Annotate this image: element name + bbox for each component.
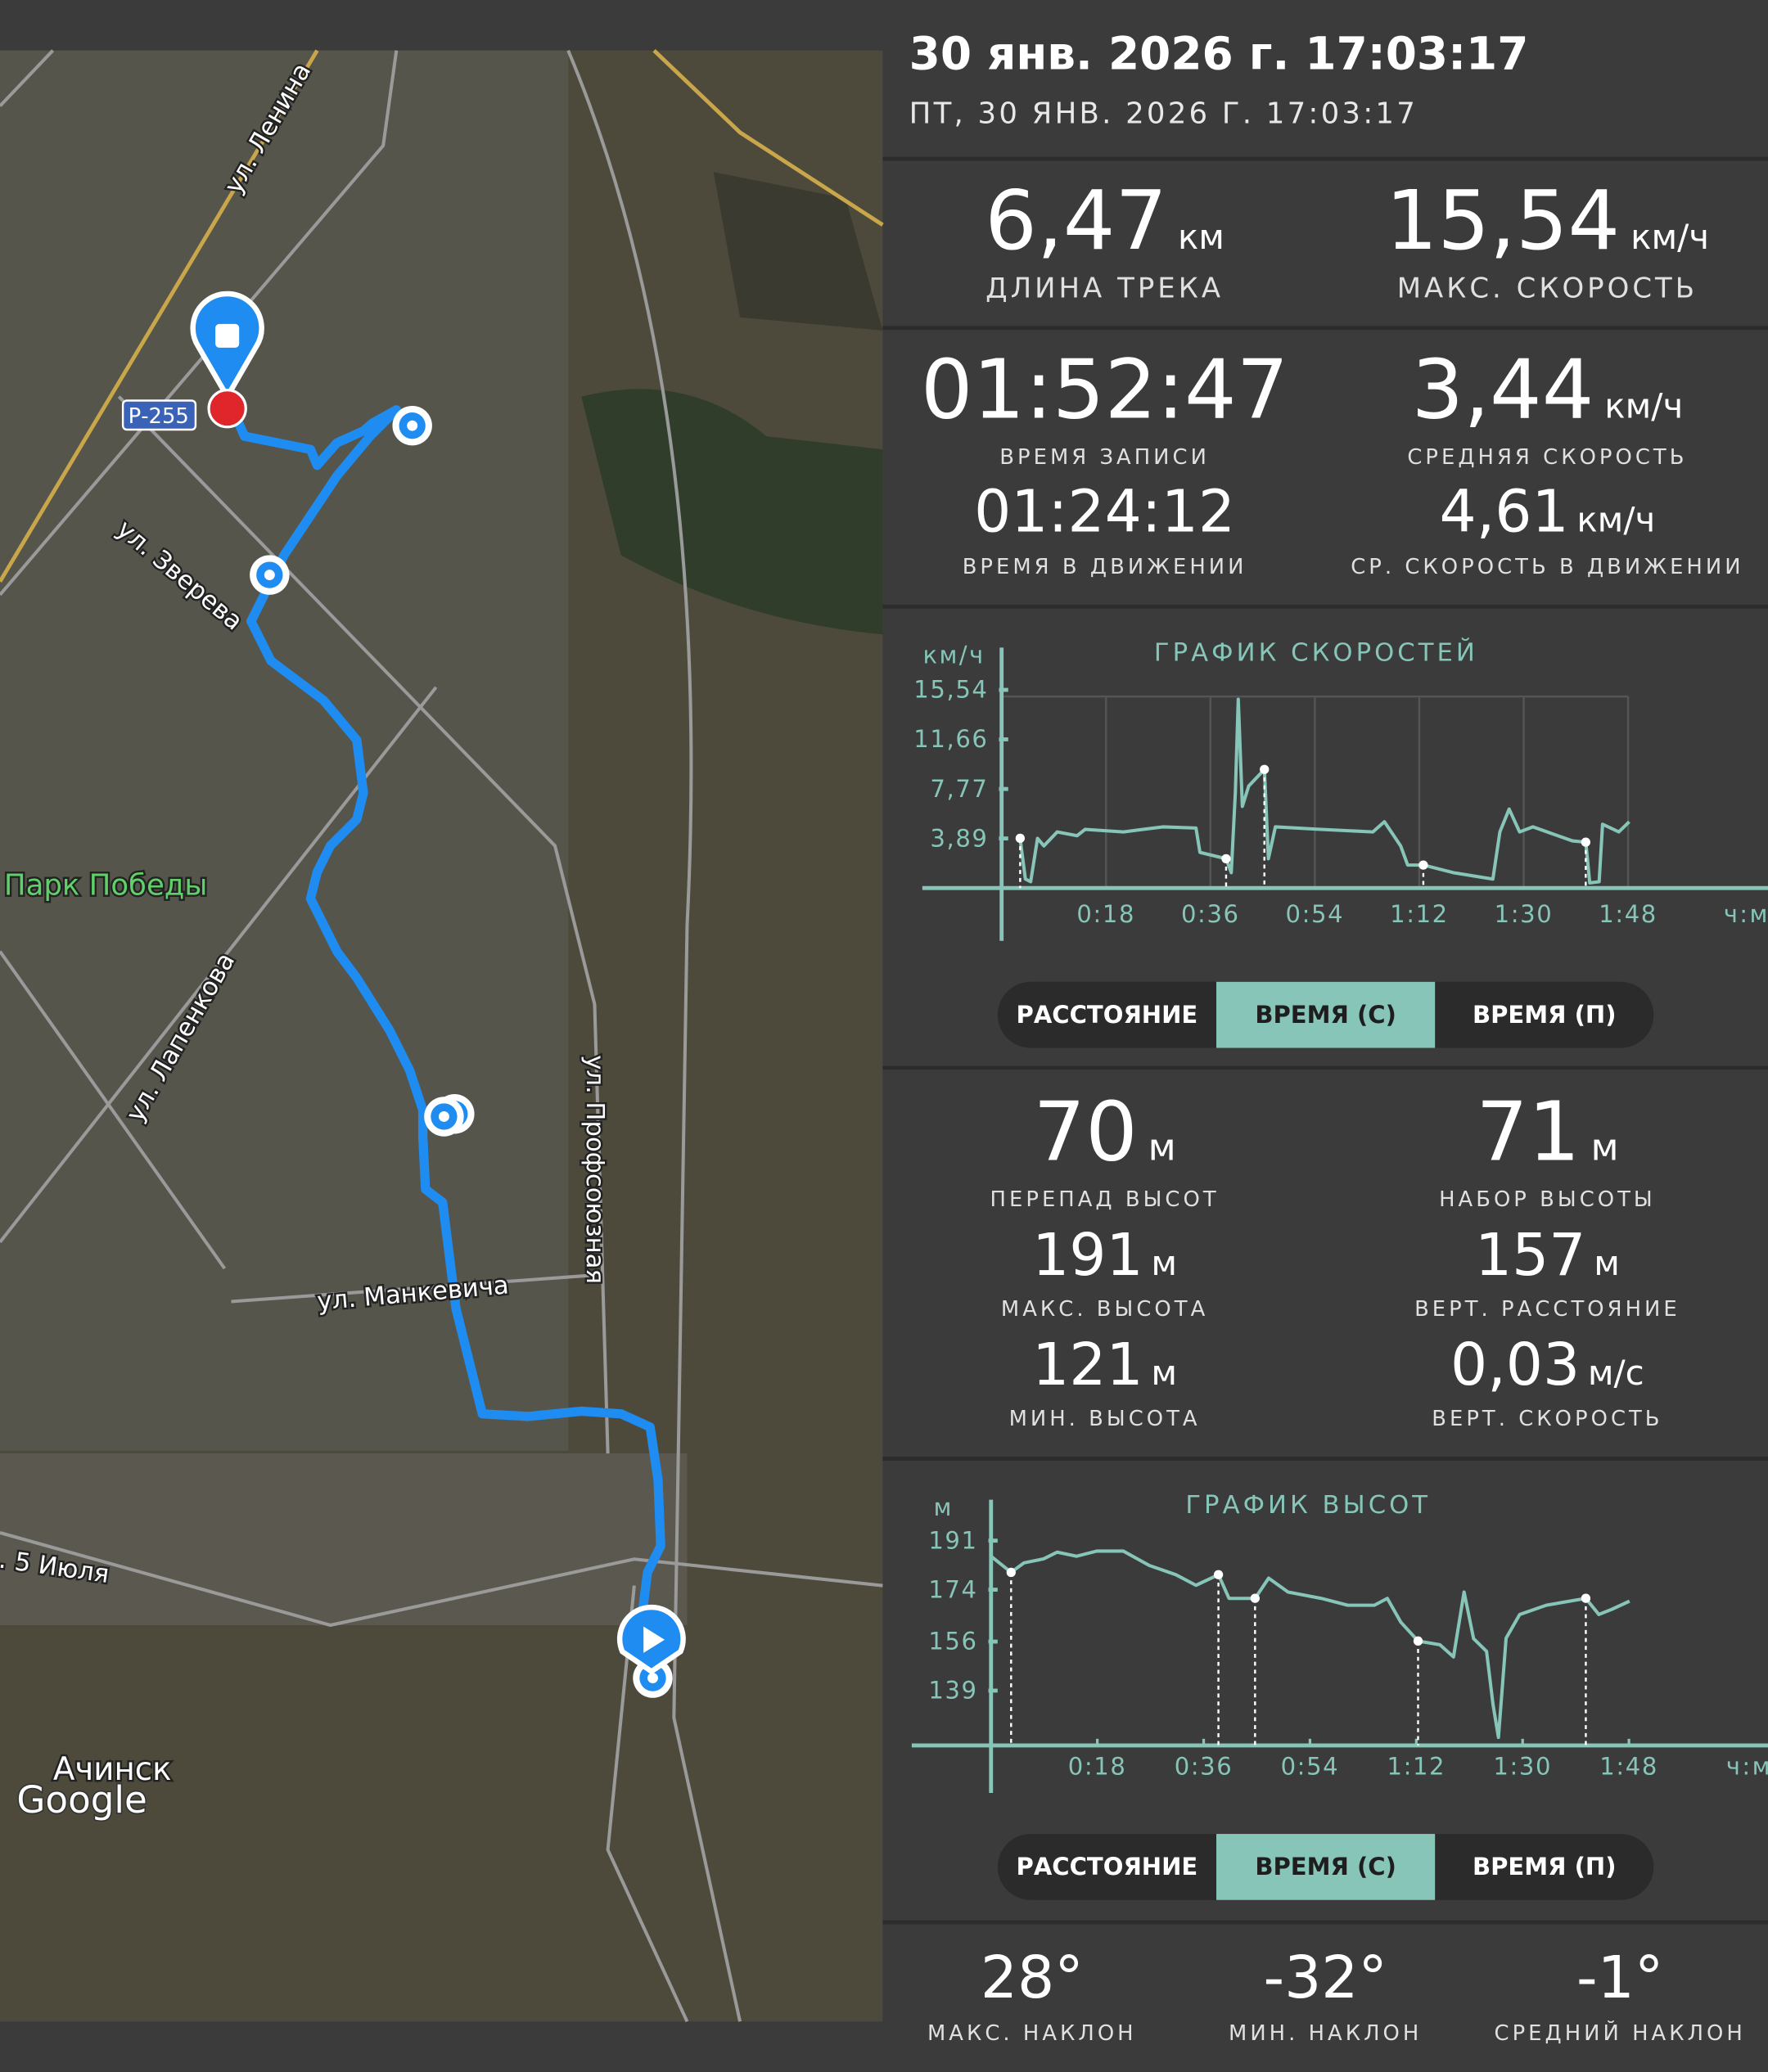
stat-value: 71 м xyxy=(1476,1084,1618,1180)
field xyxy=(713,172,883,331)
stat-label: СР. СКОРОСТЬ В ДВИЖЕНИИ xyxy=(1351,555,1743,579)
x-tick-label: 0:54 xyxy=(1281,1752,1340,1780)
x-tick-label: 0:18 xyxy=(1076,900,1135,928)
stat-label: ВЕРТ. СКОРОСТЬ xyxy=(1432,1407,1662,1431)
stat-label: ВРЕМЯ ЗАПИСИ xyxy=(999,445,1210,470)
x-tick-label: 1:48 xyxy=(1599,900,1658,928)
forest xyxy=(581,389,883,635)
x-axis-unit: ч:м xyxy=(1726,1752,1768,1780)
stat-label: ДЛИНА ТРЕКА xyxy=(985,273,1224,304)
marker xyxy=(1213,1570,1224,1579)
stat-value: 0,03 м/с xyxy=(1450,1331,1644,1399)
title: 30 янв. 2026 г. 17:03:17 xyxy=(909,27,1529,79)
street-label: ул. Профсоюзная xyxy=(580,1055,609,1284)
stat-value: 121 м xyxy=(1032,1331,1177,1399)
track xyxy=(223,392,665,1630)
stat-label: МАКС. СКОРОСТЬ xyxy=(1397,273,1698,304)
marker xyxy=(1260,764,1270,774)
stat-label: МИН. ВЫСОТА xyxy=(1009,1407,1201,1431)
tab[interactable]: ВРЕМЯ (С) xyxy=(1255,1853,1396,1881)
stat-label: МАКС. ВЫСОТА xyxy=(1001,1297,1208,1322)
marker xyxy=(1413,1636,1423,1646)
end-pin[interactable] xyxy=(190,291,264,429)
marker xyxy=(1006,1567,1016,1578)
y-tick-label: 191 xyxy=(928,1526,977,1554)
tab[interactable]: ВРЕМЯ (П) xyxy=(1473,1853,1617,1881)
x-tick-label: 0:54 xyxy=(1286,900,1345,928)
y-tick-label: 11,66 xyxy=(913,725,988,753)
marker xyxy=(1250,1593,1260,1603)
data-line xyxy=(1018,697,1630,885)
highway xyxy=(0,48,884,583)
stat-value: 01:52:47 xyxy=(921,341,1288,437)
marker xyxy=(1015,833,1026,844)
waypoints xyxy=(250,405,673,1698)
y-tick-label: 7,77 xyxy=(930,775,988,803)
road-sign: Р-255 xyxy=(121,399,197,431)
chart-title: ГРАФИК СКОРОСТЕЙ xyxy=(1154,638,1478,668)
stat-label: ВРЕМЯ В ДВИЖЕНИИ xyxy=(963,555,1247,579)
y-tick-label: 3,89 xyxy=(930,824,988,852)
y-axis-unit: м xyxy=(933,1493,953,1521)
stat-value: 28° xyxy=(981,1944,1084,2011)
marker xyxy=(1418,860,1428,870)
stat-label: ПЕРЕПАД ВЫСОТ xyxy=(990,1187,1220,1212)
x-tick-label: 0:36 xyxy=(1175,1752,1234,1780)
x-tick-label: 1:30 xyxy=(1495,900,1554,928)
industrial-area xyxy=(0,1453,688,1625)
x-tick-label: 1:48 xyxy=(1599,1752,1658,1780)
stat-value: -1° xyxy=(1576,1944,1663,2011)
chart-title: ГРАФИК ВЫСОТ xyxy=(1185,1491,1431,1520)
stat-value: 3,44 км/ч xyxy=(1412,341,1684,437)
tab[interactable]: ВРЕМЯ (П) xyxy=(1473,1001,1617,1029)
stat-value: 157 м xyxy=(1475,1221,1620,1289)
stat-label: СРЕДНИЙ НАКЛОН xyxy=(1495,2020,1746,2046)
city-label: Ачинск xyxy=(53,1751,172,1788)
stat-value: 4,61 км/ч xyxy=(1440,477,1656,545)
stat-value: 70 м xyxy=(1033,1084,1175,1180)
x-tick-label: 1:12 xyxy=(1390,900,1449,928)
stat-label: МАКС. НАКЛОН xyxy=(927,2021,1137,2046)
data-line xyxy=(990,1549,1630,1740)
x-tick-label: 1:12 xyxy=(1387,1752,1446,1780)
marker xyxy=(1221,854,1231,864)
start-pin[interactable] xyxy=(616,1604,686,1675)
x-axis-unit: ч:м xyxy=(1724,900,1768,928)
map[interactable]: Р-255 ул. Ленина ул. Зверева Парк Победы… xyxy=(0,48,884,2023)
park-label: Парк Победы xyxy=(4,868,207,902)
y-tick-label: 139 xyxy=(928,1677,977,1705)
stat-value: -32° xyxy=(1263,1944,1387,2011)
stat-label: НАБОР ВЫСОТЫ xyxy=(1439,1187,1656,1212)
tab[interactable]: РАССТОЯНИЕ xyxy=(1017,1853,1198,1881)
roads xyxy=(0,49,883,2023)
stat-value: 01:24:12 xyxy=(974,477,1235,545)
stat-value: 15,54 км/ч xyxy=(1386,173,1709,268)
city-area xyxy=(0,50,569,1451)
marker xyxy=(1581,1593,1591,1603)
tab[interactable]: ВРЕМЯ (С) xyxy=(1255,1001,1396,1029)
tab-selected xyxy=(1216,981,1436,1048)
tab[interactable]: РАССТОЯНИЕ xyxy=(1017,1001,1198,1029)
stat-label: ВЕРТ. РАССТОЯНИЕ xyxy=(1414,1297,1680,1322)
google-logo: Google xyxy=(16,1778,147,1822)
separators xyxy=(882,156,1768,1925)
tab-selected xyxy=(1216,1834,1436,1900)
y-tick-label: 156 xyxy=(928,1628,977,1655)
stat-value: 6,47 км xyxy=(985,173,1225,268)
y-tick-label: 174 xyxy=(928,1575,977,1603)
marker xyxy=(1581,837,1590,847)
subtitle: ПТ, 30 ЯНВ. 2026 Г. 17:03:17 xyxy=(909,97,1418,130)
road-number: Р-255 xyxy=(129,404,189,429)
y-tick-label: 15,54 xyxy=(913,676,988,704)
x-tick-label: 0:36 xyxy=(1181,900,1240,928)
stat-label: СРЕДНЯЯ СКОРОСТЬ xyxy=(1407,445,1687,470)
y-axis-unit: км/ч xyxy=(923,642,985,669)
x-tick-label: 0:18 xyxy=(1068,1752,1127,1780)
stat-value: 191 м xyxy=(1032,1221,1177,1289)
stat-label: МИН. НАКЛОН xyxy=(1229,2021,1422,2046)
x-tick-label: 1:30 xyxy=(1493,1752,1552,1780)
